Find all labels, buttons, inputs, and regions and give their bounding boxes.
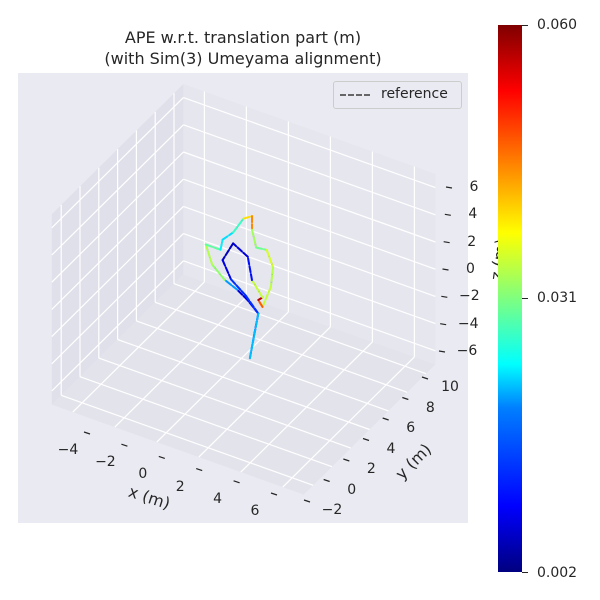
y-tick-label: −2 — [321, 502, 343, 518]
y-tick-mark — [323, 478, 330, 483]
y-tick-label: 10 — [441, 379, 459, 395]
x-tick-mark — [158, 455, 165, 459]
trajectory-segment — [221, 242, 235, 262]
grid-line-z — [51, 233, 184, 365]
chart-title: APE w.r.t. translation part (m) — [124, 28, 362, 47]
legend-reference-swatch — [340, 94, 370, 96]
x-tick-mark — [196, 468, 203, 472]
x-tick-mark — [270, 492, 278, 496]
grid-line-z — [51, 151, 184, 283]
colorbar-tick-mark — [522, 298, 528, 299]
grid-line-z — [183, 124, 436, 216]
grid-line-y — [79, 376, 333, 468]
grid-line-z — [51, 97, 184, 229]
trajectory-segment — [257, 298, 264, 308]
grid-line-y — [154, 301, 408, 393]
grid-line-z — [51, 205, 184, 338]
z-tick-label: 6 — [469, 179, 479, 195]
grid-line-z — [183, 260, 436, 352]
colorbar-tick-mid: 0.031 — [537, 290, 578, 306]
grid-line-z — [183, 97, 436, 189]
z-tick-mark — [445, 186, 453, 189]
z-tick-label: −4 — [457, 315, 479, 332]
z-tick-mark — [441, 295, 448, 298]
z-tick-mark — [438, 350, 446, 353]
z-tick-mark — [444, 213, 451, 216]
y-tick-mark — [402, 396, 409, 401]
grid-line-z — [183, 205, 436, 297]
trajectory-segment — [244, 294, 260, 315]
x-tick-mark — [233, 480, 240, 484]
trajectory-segment — [251, 279, 264, 299]
trajectory-segment — [246, 255, 253, 282]
x-tick-label: −2 — [95, 454, 116, 471]
trajectory-segment — [232, 217, 245, 234]
chart-subtitle: (with Sim(3) Umeyama alignment) — [104, 49, 382, 68]
trajectory-segment — [261, 285, 272, 308]
y-tick-mark — [343, 458, 350, 462]
trajectory-segment — [255, 246, 268, 251]
grid-line-z — [51, 260, 184, 392]
x-tick-label: −4 — [57, 442, 79, 458]
grid-line-z — [183, 178, 436, 270]
grid-line-y — [98, 357, 352, 449]
colorbar-tick-min: 0.002 — [537, 565, 578, 581]
trajectory-segment — [242, 215, 253, 220]
z-tick-mark — [440, 323, 447, 326]
z-tick-mark — [443, 241, 450, 244]
trajectory-segment — [248, 312, 260, 360]
trajectory-segment — [251, 228, 258, 249]
y-tick-label: 0 — [347, 481, 357, 498]
trajectory-segment — [204, 243, 222, 251]
colorbar-tick-mark — [522, 25, 528, 26]
z-tick-label: 2 — [467, 233, 477, 250]
grid-line-y — [136, 320, 389, 412]
grid-line-z — [51, 124, 184, 256]
x-tick-label: 0 — [138, 466, 148, 483]
grid-line-z — [183, 151, 436, 243]
trajectory-segment — [221, 231, 235, 241]
trajectory-segment — [219, 238, 224, 251]
y-tick-mark — [303, 499, 311, 503]
y-tick-label: 2 — [366, 461, 376, 477]
grid-line-y — [173, 283, 427, 375]
x-tick-mark — [121, 443, 128, 447]
trajectory-segment — [236, 288, 249, 302]
colorbar — [498, 25, 522, 572]
y-tick-label: 4 — [386, 440, 396, 457]
z-tick-label: 4 — [468, 206, 478, 223]
grid-line-z — [51, 178, 184, 310]
x-tick-label: 6 — [250, 503, 260, 519]
colorbar-tick-max: 0.060 — [537, 17, 578, 33]
legend: reference — [333, 81, 462, 109]
trajectory-segment — [223, 278, 239, 291]
trajectory-segment — [211, 263, 226, 281]
trajectory-segment — [269, 266, 274, 288]
y-tick-mark — [382, 417, 389, 421]
z-tick-label: 0 — [466, 261, 475, 277]
trajectory-segment — [265, 248, 274, 269]
x-tick-label: 2 — [175, 478, 185, 495]
grid-line-y — [60, 394, 314, 486]
y-tick-label: 8 — [425, 399, 435, 416]
trajectory-segment — [232, 242, 249, 258]
trajectory-segment — [221, 259, 232, 281]
y-tick-mark — [421, 376, 429, 380]
z-tick-label: −6 — [456, 343, 478, 359]
grid-line-y — [117, 338, 370, 431]
x-tick-label: 4 — [213, 490, 223, 507]
grid-line-z — [183, 233, 436, 325]
x-tick-mark — [83, 431, 91, 435]
y-tick-label: 6 — [406, 420, 416, 436]
legend-reference-label: reference — [381, 86, 448, 102]
z-tick-mark — [442, 268, 449, 271]
trajectory-segment — [230, 278, 247, 297]
y-tick-mark — [362, 437, 370, 442]
colorbar-tick-mark — [522, 572, 528, 573]
z-tick-label: −2 — [459, 288, 480, 305]
trajectory-segment — [204, 243, 214, 266]
